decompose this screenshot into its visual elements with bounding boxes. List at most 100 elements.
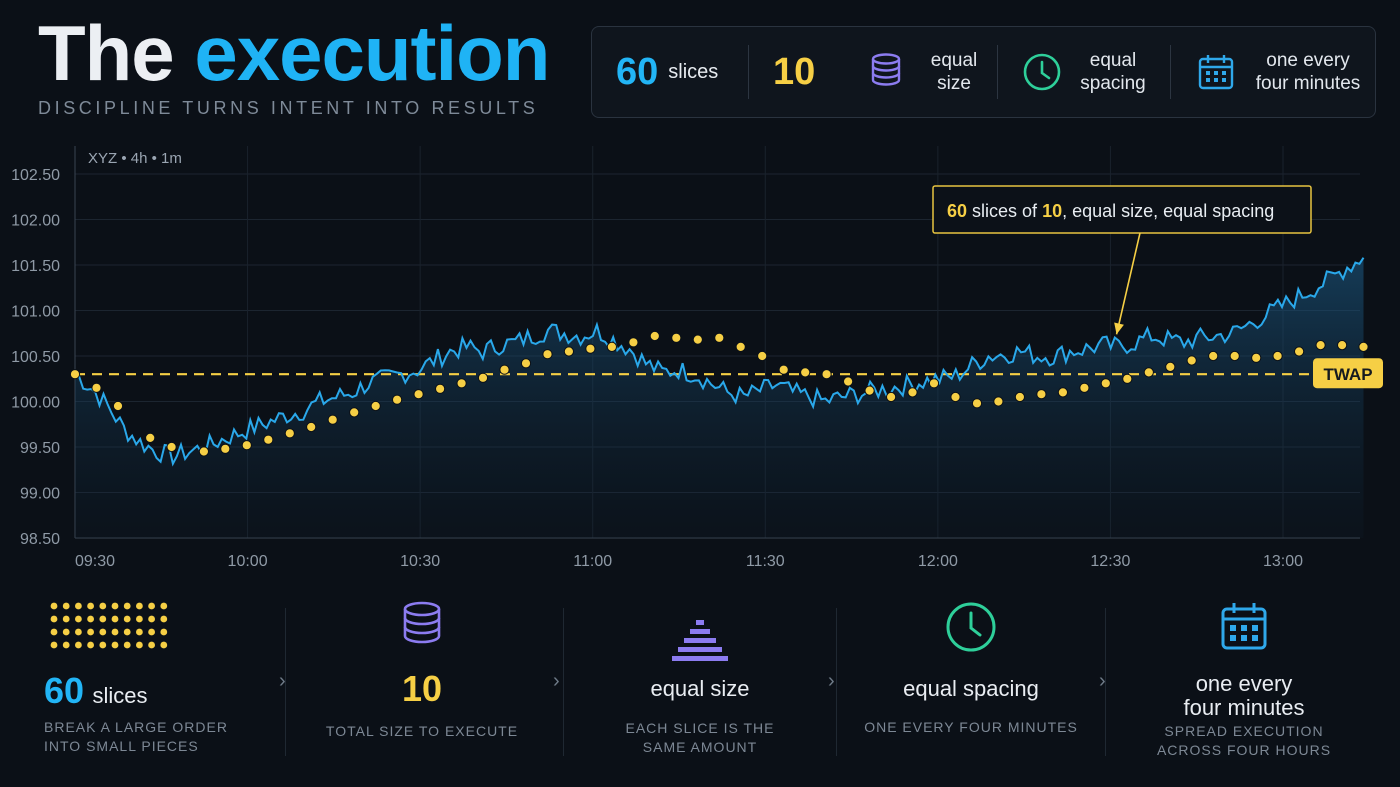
dot [87,615,94,623]
dot [123,628,131,636]
page-title: The execution [38,14,550,92]
card-equal-size-sub-2: SAME AMOUNT [642,739,758,755]
dot [75,615,82,623]
summary-cadence-label: one every four minutes [1255,50,1361,94]
price-line [74,257,1365,467]
slice-marker [1337,340,1348,351]
slice-marker [1143,367,1154,378]
price-area [75,257,1364,538]
dot [136,615,143,623]
dot [123,641,131,649]
annotation-size: 10 [1042,201,1062,221]
slice-marker [477,372,489,383]
card-divider [1105,608,1106,756]
annotation-text-1: slices of [967,201,1042,221]
slice-marker [145,432,156,443]
slice-marker [263,434,274,445]
summary-cadence: one every four minutes [1197,27,1367,117]
slice-markers [69,330,1369,457]
summary-equal-spacing: equal spacing [1022,27,1150,117]
slice-marker [714,332,725,343]
dot [87,641,94,649]
x-tick-label: 10:00 [228,553,268,570]
calendar-icon [1132,600,1356,664]
chevron-right-icon: › [279,670,286,692]
dot [62,641,70,649]
card-equal-spacing-sub-1: ONE EVERY FOUR MINUTES [864,719,1078,735]
twap-badge-bg [1313,358,1383,389]
slice-marker [1186,355,1197,366]
dot [111,615,119,623]
bar [696,620,704,625]
summary-equal-spacing-label: equal spacing [1080,50,1146,94]
step-cards: 60 slices BREAK A LARGE ORDER INTO SMALL… [0,600,1400,787]
y-tick-label: 99.50 [20,440,60,457]
annotation-count: 60 [947,201,967,221]
dot [136,602,143,610]
annotation-box [932,185,1312,234]
slice-marker [1315,340,1326,351]
x-tick-label: 12:00 [918,553,958,570]
slice-marker [349,407,360,418]
dot [160,641,168,649]
dot [87,628,94,636]
y-tick-label: 98.50 [20,531,60,548]
slice-marker [413,389,424,400]
slice-marker [1358,341,1369,352]
summary-divider [748,45,749,99]
chevron-right-icon: › [553,670,560,692]
slice-marker [542,349,553,360]
dot-grid-icon [48,600,264,664]
card-divider [836,608,837,756]
card-cadence: one every four minutes SPREAD EXECUTION … [1132,600,1356,787]
slice-marker [671,332,682,343]
slice-marker [198,446,209,457]
slice-marker [800,367,811,378]
annotation-text-2: , equal size, equal spacing [1062,201,1274,221]
dot [50,602,58,610]
summary-slices: 60 slices [616,27,718,117]
x-tick-label: 11:30 [746,553,785,570]
summary-divider [997,45,998,99]
bar [672,656,728,661]
slice-marker [1122,373,1133,384]
slice-marker [1165,361,1176,372]
chevron-right-icon: › [1099,670,1106,692]
dot [99,641,107,649]
slice-marker [585,343,596,354]
bar [684,638,716,643]
y-tick-label: 99.00 [20,486,60,503]
slice-marker [1079,382,1090,393]
x-tick-label: 09:30 [75,553,115,570]
slice-marker [757,350,768,362]
slice-marker [1208,350,1219,362]
slice-marker [993,396,1004,407]
slice-marker [778,364,789,375]
card-slices-word: slices [92,683,148,708]
slice-marker [563,346,575,357]
dot [75,602,82,610]
equal-bars-icon [590,600,810,664]
slice-marker [520,358,532,369]
slice-marker [821,369,832,380]
card-cadence-sub-2: ACROSS FOUR HOURS [1156,742,1332,758]
dot [87,602,94,610]
y-axis: 102.50 102.00 101.50 101.00 100.50 100.00 99.5… [11,167,60,548]
slice-marker [928,378,940,389]
dot [75,641,82,649]
slice-marker [1057,387,1069,398]
annotation-arrowhead [1114,322,1124,335]
slice-marker [370,400,381,412]
slice-marker [327,414,338,425]
summary-size-value: 10 [773,50,816,93]
dot [160,602,168,610]
x-tick-label: 11:00 [573,553,612,570]
dot [148,641,155,649]
slice-marker [284,428,295,439]
slice-marker [886,391,897,403]
dot [99,602,107,610]
slice-marker [628,337,639,348]
card-divider [285,608,286,756]
chart-symbol-label: XYZ • 4h • 1m [88,150,182,167]
dot [136,641,143,649]
